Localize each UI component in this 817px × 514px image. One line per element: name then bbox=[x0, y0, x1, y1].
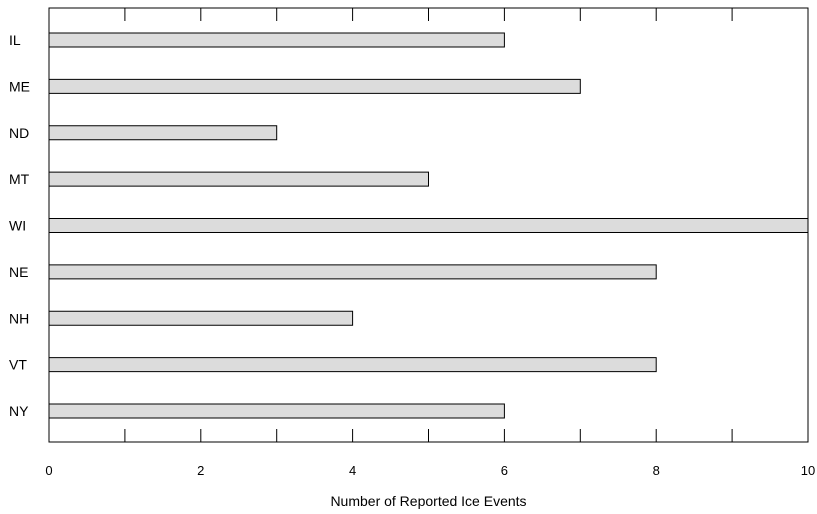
bar-nd bbox=[48, 125, 278, 141]
x-tick-label-4: 4 bbox=[349, 463, 356, 478]
category-label-vt: VT bbox=[9, 357, 27, 373]
bars-group bbox=[48, 32, 809, 419]
bar-mt bbox=[48, 171, 429, 187]
category-label-nh: NH bbox=[9, 310, 29, 326]
bar-nh bbox=[48, 310, 354, 326]
category-label-nd: ND bbox=[9, 125, 29, 141]
bar-me bbox=[48, 78, 581, 94]
x-tick-label-0: 0 bbox=[45, 463, 52, 478]
x-axis-title: Number of Reported Ice Events bbox=[330, 493, 526, 509]
x-tick-label-8: 8 bbox=[653, 463, 660, 478]
category-labels: IL ME ND MT WI NE NH VT NY bbox=[9, 32, 30, 419]
x-tick-labels: 0 2 4 6 8 10 bbox=[45, 463, 815, 478]
category-label-me: ME bbox=[9, 78, 30, 94]
category-label-il: IL bbox=[9, 32, 21, 48]
category-label-ne: NE bbox=[9, 264, 28, 280]
bar-ne bbox=[48, 264, 657, 280]
x-tick-label-2: 2 bbox=[197, 463, 204, 478]
x-axis-ticks bbox=[124, 8, 733, 442]
category-label-mt: MT bbox=[9, 171, 30, 187]
category-label-wi: WI bbox=[9, 218, 26, 234]
x-tick-label-6: 6 bbox=[501, 463, 508, 478]
bar-vt bbox=[48, 357, 657, 373]
bar-wi bbox=[48, 218, 809, 233]
bar-il bbox=[48, 32, 505, 48]
bar-ny bbox=[48, 403, 505, 419]
x-tick-label-10: 10 bbox=[801, 463, 815, 478]
category-label-ny: NY bbox=[9, 403, 29, 419]
